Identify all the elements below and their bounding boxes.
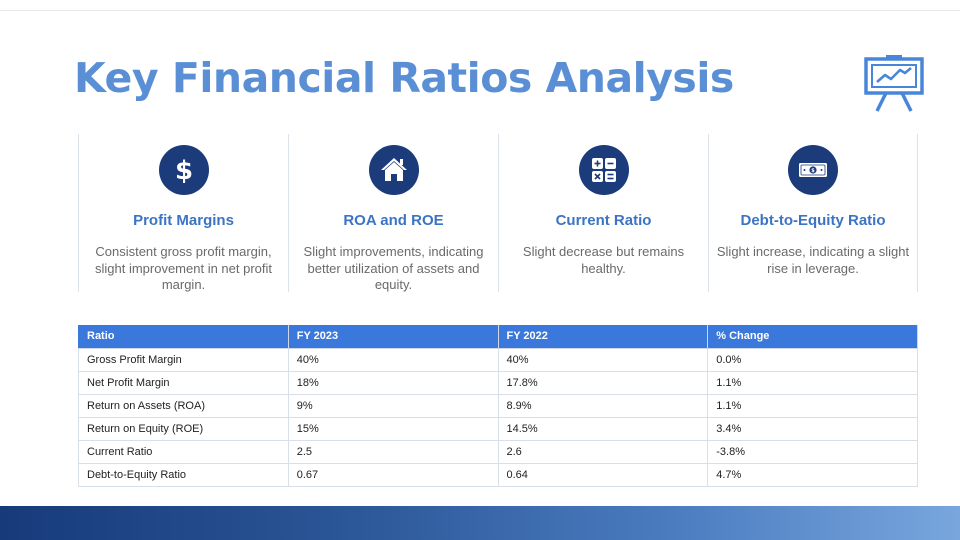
banknote-icon: $ bbox=[788, 145, 838, 195]
card-description: Consistent gross profit margin, slight i… bbox=[94, 244, 273, 292]
column-header: % Change bbox=[707, 325, 918, 349]
ratio-summary-cards: $ Profit Margins Consistent gross profit… bbox=[78, 134, 918, 292]
calculator-icon bbox=[578, 145, 629, 195]
house-icon bbox=[368, 145, 419, 195]
table-cell: 2.5 bbox=[287, 439, 499, 464]
card-current-ratio: Current Ratio Slight decrease but remain… bbox=[498, 134, 708, 292]
column-header: FY 2023 bbox=[287, 325, 499, 349]
card-title: Profit Margins bbox=[133, 212, 234, 229]
column-header: FY 2022 bbox=[497, 325, 709, 349]
table-cell: 9% bbox=[287, 393, 499, 418]
table-header-row: Ratio FY 2023 FY 2022 % Change bbox=[78, 325, 918, 349]
table-cell: 8.9% bbox=[497, 393, 709, 418]
table-cell: 0.67 bbox=[287, 462, 499, 487]
table-cell: Gross Profit Margin bbox=[78, 347, 289, 372]
footer-gradient-bar bbox=[0, 506, 960, 540]
card-roa-roe: ROA and ROE Slight improvements, indicat… bbox=[288, 134, 498, 292]
dollar-icon: $ bbox=[158, 145, 209, 195]
table-row: Gross Profit Margin 40% 40% 0.0% bbox=[78, 347, 918, 372]
column-header: Ratio bbox=[78, 325, 289, 349]
table-row: Return on Assets (ROA) 9% 8.9% 1.1% bbox=[78, 393, 918, 418]
table-cell: 14.5% bbox=[497, 416, 709, 441]
card-title: Debt-to-Equity Ratio bbox=[740, 212, 886, 229]
table-cell: 40% bbox=[287, 347, 499, 372]
table-cell: Return on Equity (ROE) bbox=[78, 416, 289, 441]
table-cell: 17.8% bbox=[497, 370, 709, 395]
table-cell: 3.4% bbox=[707, 416, 918, 441]
card-title: Current Ratio bbox=[555, 212, 652, 229]
card-debt-to-equity: $ Debt-to-Equity Ratio Slight increase, … bbox=[708, 134, 918, 292]
card-title: ROA and ROE bbox=[343, 212, 444, 229]
card-description: Slight increase, indicating a slight ris… bbox=[716, 244, 910, 276]
svg-text:$: $ bbox=[811, 168, 815, 174]
table-cell: 0.64 bbox=[497, 462, 709, 487]
table-cell: 40% bbox=[497, 347, 709, 372]
table-cell: 0.0% bbox=[707, 347, 918, 372]
table-cell: Debt-to-Equity Ratio bbox=[78, 462, 289, 487]
table-cell: Net Profit Margin bbox=[78, 370, 289, 395]
table-row: Net Profit Margin 18% 17.8% 1.1% bbox=[78, 370, 918, 395]
card-description: Slight improvements, indicating better u… bbox=[303, 244, 484, 292]
table-cell: -3.8% bbox=[707, 439, 918, 464]
table-cell: 1.1% bbox=[707, 370, 918, 395]
svg-text:$: $ bbox=[174, 156, 192, 186]
ratios-table: Ratio FY 2023 FY 2022 % Change Gross Pro… bbox=[78, 325, 918, 487]
table-cell: 4.7% bbox=[707, 462, 918, 487]
presentation-board-icon bbox=[864, 55, 924, 112]
table-cell: 2.6 bbox=[497, 439, 709, 464]
table-row: Current Ratio 2.5 2.6 -3.8% bbox=[78, 439, 918, 464]
top-divider bbox=[0, 10, 960, 11]
table-row: Debt-to-Equity Ratio 0.67 0.64 4.7% bbox=[78, 462, 918, 487]
card-description: Slight decrease but remains healthy. bbox=[522, 244, 685, 276]
card-profit-margins: $ Profit Margins Consistent gross profit… bbox=[78, 134, 288, 292]
table-cell: 1.1% bbox=[707, 393, 918, 418]
table-row: Return on Equity (ROE) 15% 14.5% 3.4% bbox=[78, 416, 918, 441]
table-cell: Return on Assets (ROA) bbox=[78, 393, 289, 418]
table-cell: 18% bbox=[287, 370, 499, 395]
table-cell: Current Ratio bbox=[78, 439, 289, 464]
table-cell: 15% bbox=[287, 416, 499, 441]
slide-title: Key Financial Ratios Analysis bbox=[74, 54, 734, 102]
